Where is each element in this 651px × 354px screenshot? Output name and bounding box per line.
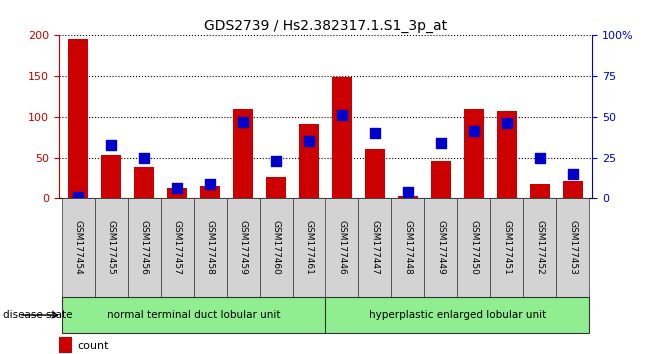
Text: GSM177447: GSM177447 <box>370 221 380 275</box>
Bar <box>332 77 352 198</box>
Point <box>436 140 446 146</box>
Text: GSM177454: GSM177454 <box>74 221 83 275</box>
Bar <box>128 198 161 297</box>
Text: GSM177459: GSM177459 <box>239 220 247 275</box>
Text: GSM177460: GSM177460 <box>271 220 281 275</box>
Bar <box>62 198 95 297</box>
Bar <box>457 198 490 297</box>
Point <box>106 142 117 147</box>
Text: GSM177451: GSM177451 <box>502 220 511 275</box>
Point <box>238 119 248 125</box>
Bar <box>326 198 359 297</box>
Bar <box>365 149 385 198</box>
Bar <box>167 188 187 198</box>
Point <box>501 120 512 126</box>
Bar <box>233 109 253 198</box>
Bar <box>266 177 286 198</box>
Point <box>534 155 545 160</box>
Text: GSM177455: GSM177455 <box>107 220 116 275</box>
Text: GSM177456: GSM177456 <box>140 220 149 275</box>
Bar <box>530 184 549 198</box>
Text: GSM177453: GSM177453 <box>568 220 577 275</box>
Point <box>568 171 578 177</box>
Bar <box>398 196 418 198</box>
Bar <box>523 198 556 297</box>
Text: normal terminal duct lobular unit: normal terminal duct lobular unit <box>107 310 281 320</box>
Text: GSM177446: GSM177446 <box>337 221 346 275</box>
Bar <box>161 198 194 297</box>
Text: GSM177461: GSM177461 <box>305 220 314 275</box>
Bar <box>95 198 128 297</box>
Point <box>469 129 479 134</box>
Bar <box>464 109 484 198</box>
Point <box>304 138 314 144</box>
Bar <box>497 111 517 198</box>
Point <box>205 181 215 187</box>
Bar <box>299 124 319 198</box>
Point <box>337 112 347 118</box>
Bar <box>62 297 326 333</box>
Bar <box>227 198 260 297</box>
Bar <box>556 198 589 297</box>
Bar <box>292 198 326 297</box>
Bar <box>359 198 391 297</box>
Bar <box>102 155 121 198</box>
Text: GSM177458: GSM177458 <box>206 220 215 275</box>
Bar <box>194 198 227 297</box>
Text: hyperplastic enlarged lobular unit: hyperplastic enlarged lobular unit <box>368 310 546 320</box>
Bar <box>260 198 292 297</box>
Bar <box>431 161 450 198</box>
Bar <box>59 337 72 353</box>
Text: GSM177450: GSM177450 <box>469 220 478 275</box>
Bar <box>424 198 457 297</box>
Bar <box>391 198 424 297</box>
Text: count: count <box>77 341 109 351</box>
Point <box>139 155 150 160</box>
Point <box>271 158 281 164</box>
Bar <box>562 181 583 198</box>
Title: GDS2739 / Hs2.382317.1.S1_3p_at: GDS2739 / Hs2.382317.1.S1_3p_at <box>204 19 447 33</box>
Point <box>403 189 413 195</box>
Point <box>370 130 380 136</box>
Text: disease state: disease state <box>3 310 73 320</box>
Text: GSM177457: GSM177457 <box>173 220 182 275</box>
Point <box>73 194 83 199</box>
Text: GSM177452: GSM177452 <box>535 221 544 275</box>
Bar <box>326 297 589 333</box>
Bar <box>490 198 523 297</box>
Bar <box>134 167 154 198</box>
Text: GSM177449: GSM177449 <box>436 221 445 275</box>
Bar <box>201 186 220 198</box>
Bar <box>68 39 89 198</box>
Text: GSM177448: GSM177448 <box>404 221 412 275</box>
Point <box>172 185 182 191</box>
